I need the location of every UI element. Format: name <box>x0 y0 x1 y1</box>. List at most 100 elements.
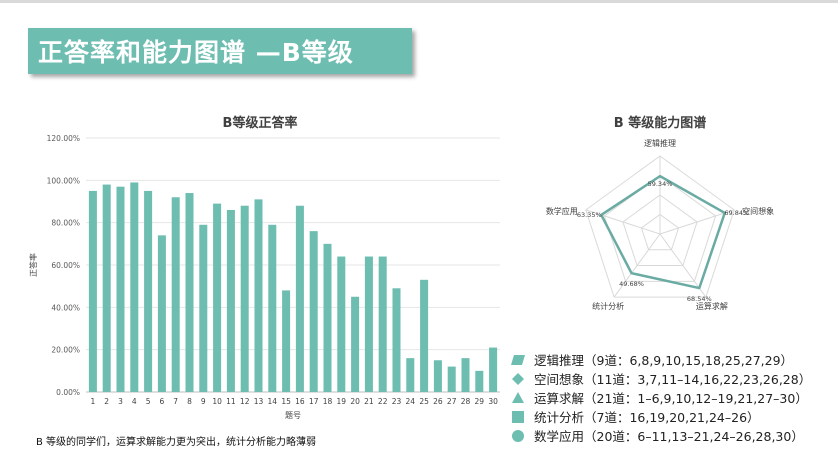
x-tick-label: 19 <box>337 397 347 406</box>
bar-q16 <box>295 205 304 392</box>
radar-axis-label: 运算求解 <box>696 301 728 311</box>
legend-text: 运算求解（21道：1–6,9,10,12–19,21,27–30） <box>534 391 808 406</box>
x-tick-label: 7 <box>173 397 178 406</box>
x-tick-label: 26 <box>433 397 443 406</box>
legend-text: 统计分析（7道：16,19,20,21,24–26） <box>534 410 760 425</box>
x-tick-label: 20 <box>350 397 360 406</box>
y-tick-label: 60.00% <box>51 261 80 270</box>
page-title: 正答率和能力图谱 —B等级 <box>38 38 354 67</box>
legend-text: 逻辑推理（9道：6,8,9,10,15,18,25,27,29） <box>534 353 794 368</box>
x-axis-label: 题号 <box>285 411 301 420</box>
radar-value-label: 63.35% <box>577 211 602 219</box>
x-tick-label: 11 <box>226 397 236 406</box>
radar-spoke <box>585 209 661 235</box>
x-tick-label: 24 <box>406 397 416 406</box>
bar-q10 <box>213 203 222 392</box>
x-tick-label: 9 <box>201 397 206 406</box>
x-tick-label: 18 <box>323 397 333 406</box>
summary-note: B 等级的同学们，运算求解能力更为突出，统计分析能力略薄弱 <box>36 437 317 448</box>
x-tick-label: 8 <box>187 397 192 406</box>
radar-axis-label: 统计分析 <box>592 301 624 311</box>
radar-axis-label: 逻辑推理 <box>644 138 676 148</box>
x-tick-label: 25 <box>419 397 429 406</box>
radar-ring <box>585 155 735 298</box>
bar-q3 <box>116 186 125 392</box>
bar-q13 <box>254 199 263 392</box>
legend-text: 数学应用（20道：6–11,13–21,24–26,28,30） <box>534 429 804 444</box>
radar-ring <box>622 194 698 267</box>
bar-q5 <box>144 190 153 392</box>
legend: 逻辑推理（9道：6,8,9,10,15,18,25,27,29） 空间想象（11… <box>510 350 830 445</box>
bar-q30 <box>489 347 498 392</box>
bar-chart: 0.00% 20.00% 40.00% 60.00% 80.00% 100.00% 120.… <box>28 134 500 420</box>
x-tick-label: 1 <box>91 397 96 406</box>
x-tick-label: 22 <box>378 397 388 406</box>
radar-value-label: 69.84% <box>724 209 749 217</box>
radar-spoke <box>659 209 735 235</box>
x-tick-label: 30 <box>488 397 498 406</box>
bar-q21 <box>364 256 373 392</box>
legend-item-stat: 统计分析（7道：16,19,20,21,24–26） <box>510 407 830 426</box>
x-tick-label: 29 <box>475 397 485 406</box>
bar-q8 <box>185 193 194 392</box>
bar-q29 <box>475 370 484 392</box>
y-tick-label: 0.00% <box>56 388 80 397</box>
bar-q15 <box>282 290 291 392</box>
bar-q6 <box>157 235 166 392</box>
bar-q12 <box>240 205 249 392</box>
title-banner: 正答率和能力图谱 —B等级 <box>28 28 412 74</box>
x-tick-label: 10 <box>212 397 222 406</box>
legend-item-logic: 逻辑推理（9道：6,8,9,10,15,18,25,27,29） <box>510 350 830 369</box>
radar-value-label: 68.54% <box>687 295 712 303</box>
radar-axis-label: 数学应用 <box>546 206 578 216</box>
x-tick-label: 17 <box>309 397 319 406</box>
bar-q25 <box>420 279 429 392</box>
bar-q23 <box>392 288 401 392</box>
bar-q7 <box>171 197 180 392</box>
bar-q20 <box>351 296 360 392</box>
bar-q17 <box>309 231 318 392</box>
y-axis-label: 正答率 <box>28 253 38 277</box>
y-tick-label: 120.00% <box>47 134 80 143</box>
x-tick-label: 14 <box>268 397 278 406</box>
radar-value-label: 49.68% <box>619 280 644 288</box>
triangle-icon <box>510 391 526 405</box>
legend-item-calc: 运算求解（21道：1–6,9,10,12–19,21,27–30） <box>510 388 830 407</box>
y-tick-label: 80.00% <box>51 219 80 228</box>
top-border <box>0 0 838 3</box>
x-tick-label: 15 <box>281 397 291 406</box>
bar-chart-title: B等级正答率 <box>222 116 298 131</box>
x-tick-label: 13 <box>254 397 264 406</box>
x-tick-label: 21 <box>364 397 374 406</box>
bar-q11 <box>226 209 235 392</box>
radar-axis-label: 空间想象 <box>742 206 774 216</box>
x-tick-label: 3 <box>118 397 123 406</box>
x-tick-label: 27 <box>447 397 457 406</box>
radar-ring <box>640 213 680 251</box>
legend-text: 空间想象（11道：3,7,11–14,16,22,23,26,28） <box>534 372 812 387</box>
radar-series <box>600 174 727 290</box>
bar-q19 <box>337 256 346 392</box>
x-tick-label: 23 <box>392 397 402 406</box>
bar-q9 <box>199 224 208 392</box>
y-tick-label: 20.00% <box>51 346 80 355</box>
x-tick-label: 6 <box>160 397 165 406</box>
bar-q1 <box>88 190 97 392</box>
legend-item-space: 空间想象（11道：3,7,11–14,16,22,23,26,28） <box>510 369 830 388</box>
y-tick-label: 100.00% <box>47 176 80 185</box>
bar-q27 <box>447 366 456 392</box>
bar-q18 <box>323 243 332 392</box>
x-tick-label: 12 <box>240 397 250 406</box>
y-tick-label: 40.00% <box>51 303 80 312</box>
radar-ring <box>603 174 717 282</box>
radar-spoke <box>613 233 661 298</box>
x-tick-label: 16 <box>295 397 305 406</box>
diamond-icon <box>510 372 526 386</box>
radar-value-label: 59.34% <box>648 180 673 188</box>
bar-q22 <box>378 256 387 392</box>
bar-q4 <box>130 182 139 392</box>
legend-item-apply: 数学应用（20道：6–11,13–21,24–26,28,30） <box>510 426 830 445</box>
bar-q2 <box>102 184 111 392</box>
x-tick-label: 4 <box>132 397 137 406</box>
